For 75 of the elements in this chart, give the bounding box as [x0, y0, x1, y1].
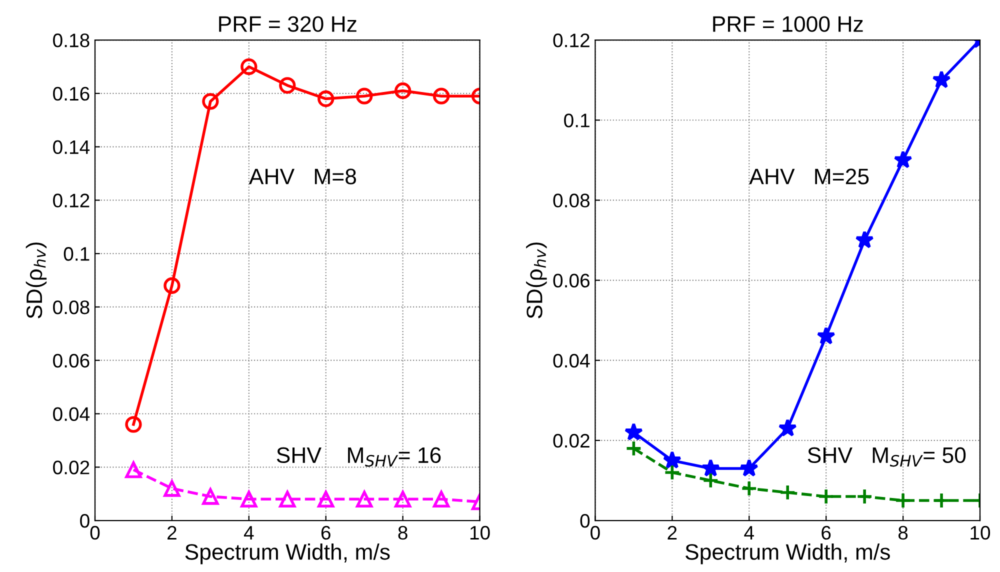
point [702, 472, 719, 489]
y-axis-title: SD(ρ$_{hv}$) [526, 242, 547, 318]
y-tick-label: 0.04 [553, 354, 590, 368]
y-tick-label: 0 [80, 514, 90, 528]
x-axis-title: Spectrum Width, m/s [185, 544, 390, 564]
point [856, 488, 873, 505]
x-tick-label: 10 [470, 526, 490, 540]
point [740, 480, 758, 497]
point [894, 150, 912, 168]
y-tick-label: 0.06 [53, 354, 90, 368]
x-axis-title: Spectrum Width, m/s [686, 544, 890, 564]
point [279, 490, 296, 508]
point [394, 490, 412, 508]
point [240, 490, 258, 508]
x-tick-label: 6 [822, 526, 831, 540]
point [432, 88, 450, 104]
y-tick-label: 0.12 [553, 34, 590, 48]
y-tick-label: 0 [580, 514, 590, 528]
x-tick-label: 0 [90, 526, 100, 540]
y-tick-label: 0.14 [53, 140, 90, 154]
point [816, 326, 836, 344]
point [933, 492, 950, 509]
point [818, 488, 834, 505]
point [662, 450, 682, 469]
y-tick-label: 0.12 [53, 194, 90, 208]
x-tick-label: 2 [668, 526, 677, 540]
x-tick-label: 10 [970, 526, 990, 540]
y-tick-label: 0.06 [553, 274, 590, 288]
point [779, 484, 796, 501]
y-axis-title: SD(ρ$_{hv}$) [26, 242, 47, 318]
x-tick-label: 8 [398, 526, 408, 540]
point [356, 88, 373, 104]
point [740, 458, 758, 477]
point [279, 77, 296, 94]
point [664, 464, 681, 481]
point [624, 422, 644, 441]
y-tick-label: 0.1 [64, 247, 90, 261]
y-tick-label: 0.08 [53, 300, 90, 314]
point [240, 58, 258, 76]
x-tick-label: 0 [590, 526, 600, 540]
point [432, 490, 450, 508]
point [202, 488, 219, 505]
y-tick-label: 0.1 [564, 114, 590, 128]
point [202, 93, 219, 110]
y-tick-label: 0.04 [53, 407, 90, 421]
x-tick-label: 2 [168, 526, 176, 540]
point [318, 490, 334, 508]
x-tick-label: 4 [244, 526, 254, 540]
y-tick-label: 0.16 [53, 86, 90, 101]
point [125, 461, 142, 478]
chart-title: PRF = 1000 Hz [713, 16, 863, 32]
y-tick-label: 0.02 [53, 460, 90, 474]
point [625, 440, 642, 457]
x-tick-label: 4 [744, 526, 754, 540]
point [164, 480, 180, 497]
annotation: AHV M=25 [749, 168, 869, 184]
annotation: SHV M$_{SHV}$= 50 [808, 447, 966, 467]
point [855, 230, 874, 248]
y-tick-label: 0.02 [553, 434, 590, 448]
point [394, 82, 412, 100]
y-tick-label: 0.18 [53, 34, 90, 48]
point [932, 70, 951, 88]
point [356, 490, 373, 508]
point [164, 277, 180, 294]
chart-title: PRF = 320 Hz [219, 16, 356, 32]
point [894, 492, 912, 509]
x-tick-label: 8 [898, 526, 908, 540]
annotation: SHV M$_{SHV}$= 16 [276, 447, 441, 467]
point [701, 458, 720, 477]
point [318, 90, 334, 108]
point [125, 416, 142, 433]
x-tick-label: 6 [321, 526, 330, 540]
y-tick-label: 0.08 [553, 194, 590, 208]
point [778, 418, 797, 437]
annotation: AHV M=8 [248, 168, 356, 184]
